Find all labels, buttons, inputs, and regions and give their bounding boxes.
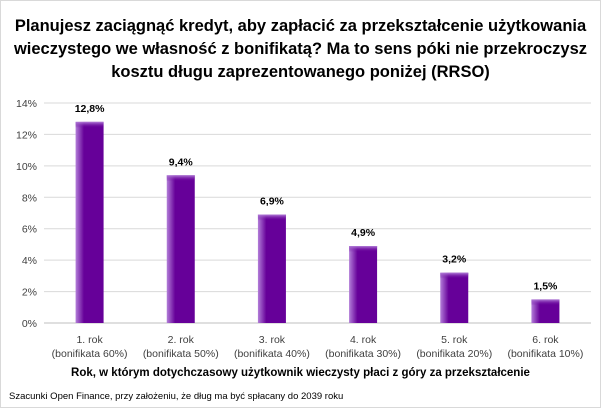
x-tick-label: 4. rok [350, 334, 377, 346]
bar [349, 246, 378, 323]
chart-title: Planujesz zaciągnąć kredyt, aby zapłacić… [1, 15, 600, 84]
x-tick-label: 5. rok [441, 334, 468, 346]
data-label: 4,9% [351, 227, 376, 239]
x-tick-label: 3. rok [259, 334, 286, 346]
bar-body [349, 246, 378, 323]
y-tick-label: 2% [22, 287, 37, 299]
x-tick-label: (bonifikata 10%) [507, 348, 583, 360]
data-label: 12,8% [75, 103, 105, 115]
y-tick-label: 6% [22, 224, 37, 236]
y-tick-label: 4% [22, 255, 37, 267]
x-tick-label: (bonifikata 60%) [52, 348, 128, 360]
title-line: kosztu długu zaprezentowanego poniżej (R… [111, 63, 490, 81]
bar-highlight [257, 214, 286, 221]
y-tick-label: 8% [22, 192, 37, 204]
x-tick-label: 6. rok [532, 334, 559, 346]
bar-highlight [349, 246, 378, 252]
y-tick-label: 12% [16, 129, 37, 141]
bar [440, 272, 469, 323]
bar-body [440, 272, 469, 323]
bar [531, 299, 560, 323]
x-tick-label: (bonifikata 40%) [234, 348, 310, 360]
x-axis-title: Rok, w którym dotychczasowy użytkownik w… [71, 367, 530, 379]
bar-highlight [440, 272, 469, 279]
x-tick-label: (bonifikata 20%) [416, 348, 492, 360]
data-label: 3,2% [442, 254, 467, 266]
y-tick-label: 10% [16, 161, 37, 173]
title-line: Planujesz zaciągnąć kredyt, aby zapłacić… [14, 17, 587, 35]
bar-body [166, 175, 195, 323]
x-tick-label: (bonifikata 50%) [143, 348, 219, 360]
data-label: 9,4% [169, 156, 194, 168]
bar-highlight [75, 121, 104, 128]
y-tick-label: 0% [22, 318, 37, 330]
data-label: 6,9% [260, 196, 285, 208]
source-note: Szacunki Open Finance, przy założeniu, ż… [9, 391, 344, 402]
bar-body [257, 214, 286, 323]
bar-highlight [166, 175, 195, 182]
x-tick-label: 1. rok [76, 334, 103, 346]
bar-body [75, 121, 104, 323]
bar-highlight [531, 299, 560, 306]
title-line: wieczystego we własność z bonifikatą? Ma… [13, 40, 588, 58]
x-tick-label: (bonifikata 30%) [325, 348, 401, 360]
data-label: 1,5% [533, 280, 558, 292]
bar [75, 121, 104, 323]
x-tick-label: 2. rok [168, 334, 195, 346]
bar [166, 175, 195, 323]
bar [257, 214, 286, 323]
y-tick-label: 14% [16, 98, 37, 110]
